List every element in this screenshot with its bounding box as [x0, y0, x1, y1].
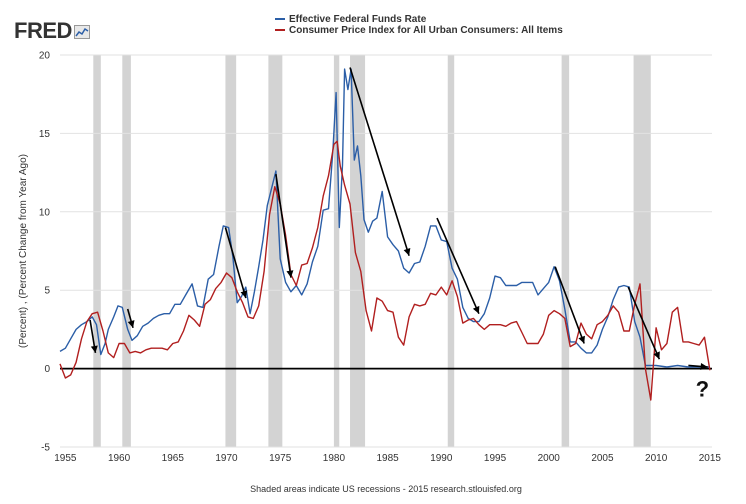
y-tick-labels: -5 0 5 10 15 20: [39, 51, 51, 454]
trend-arrow-head: [472, 305, 480, 314]
recession-band: [225, 55, 237, 447]
x-tick-label: 1995: [484, 453, 507, 464]
y-gridlines: [60, 54, 712, 448]
x-tick-label: 2015: [699, 453, 722, 464]
recession-band: [561, 55, 570, 447]
legend-label: Consumer Price Index for All Urban Consu…: [289, 25, 563, 36]
trend-arrow-shaft: [224, 227, 247, 299]
fred-logo-text: FRED: [14, 18, 72, 43]
y-axis-label: (Percent) , (Percent Change from Year Ag…: [18, 154, 29, 348]
legend-label: Effective Federal Funds Rate: [289, 14, 427, 25]
x-tick-labels: 1955 1960 1965 1970 1975 1980 1985 1990 1995 2000…: [54, 453, 721, 464]
recession-band: [93, 55, 101, 447]
x-tick-label: 2000: [538, 453, 561, 464]
trend-arrow-head: [700, 362, 708, 370]
x-tick-label: 1970: [215, 453, 238, 464]
y-tick-label: -5: [41, 443, 50, 454]
x-tick-label: 1975: [269, 453, 292, 464]
footer-note: Shaded areas indicate US recessions - 20…: [250, 484, 522, 494]
series-line-cpi: [59, 140, 711, 401]
x-tick-label: 1985: [376, 453, 399, 464]
trend-arrow-shaft: [436, 217, 480, 315]
trend-arrows: [89, 67, 708, 370]
y-tick-label: 0: [44, 364, 50, 375]
y-tick-label: 10: [39, 207, 51, 218]
x-tick-label: 1980: [323, 453, 346, 464]
y-tick-label: 20: [39, 51, 51, 62]
trend-arrow-head: [403, 247, 411, 256]
recession-band: [268, 55, 283, 447]
x-tick-label: 2005: [591, 453, 614, 464]
trend-arrow-shaft: [554, 266, 585, 344]
series-line-fed-funds: [59, 68, 710, 368]
trend-arrow-head: [578, 335, 585, 344]
trend-arrow-head: [286, 270, 294, 278]
y-tick-label: 15: [39, 129, 51, 140]
x-tick-label: 1955: [54, 453, 77, 464]
recession-shading: [93, 55, 651, 447]
trend-arrow-head: [90, 345, 98, 353]
question-mark-annotation: ?: [696, 377, 709, 402]
x-tick-label: 1990: [430, 453, 453, 464]
trend-arrow-shaft: [627, 286, 661, 360]
trend-arrow-head: [240, 290, 248, 299]
fred-logo: FRED: [14, 18, 90, 44]
x-tick-label: 1965: [162, 453, 185, 464]
y-tick-label: 5: [44, 286, 50, 297]
fred-logo-graph-icon: [73, 25, 90, 40]
trend-arrow-shaft: [275, 174, 292, 278]
recession-band: [122, 55, 131, 447]
x-tick-label: 1960: [108, 453, 131, 464]
x-tick-label: 2010: [645, 453, 668, 464]
trend-arrow-head: [127, 320, 135, 328]
trend-arrow-head: [653, 351, 660, 360]
recession-band: [333, 55, 340, 447]
recession-band: [633, 55, 651, 447]
series-lines: [59, 68, 711, 401]
trend-arrow-shaft: [349, 67, 410, 256]
